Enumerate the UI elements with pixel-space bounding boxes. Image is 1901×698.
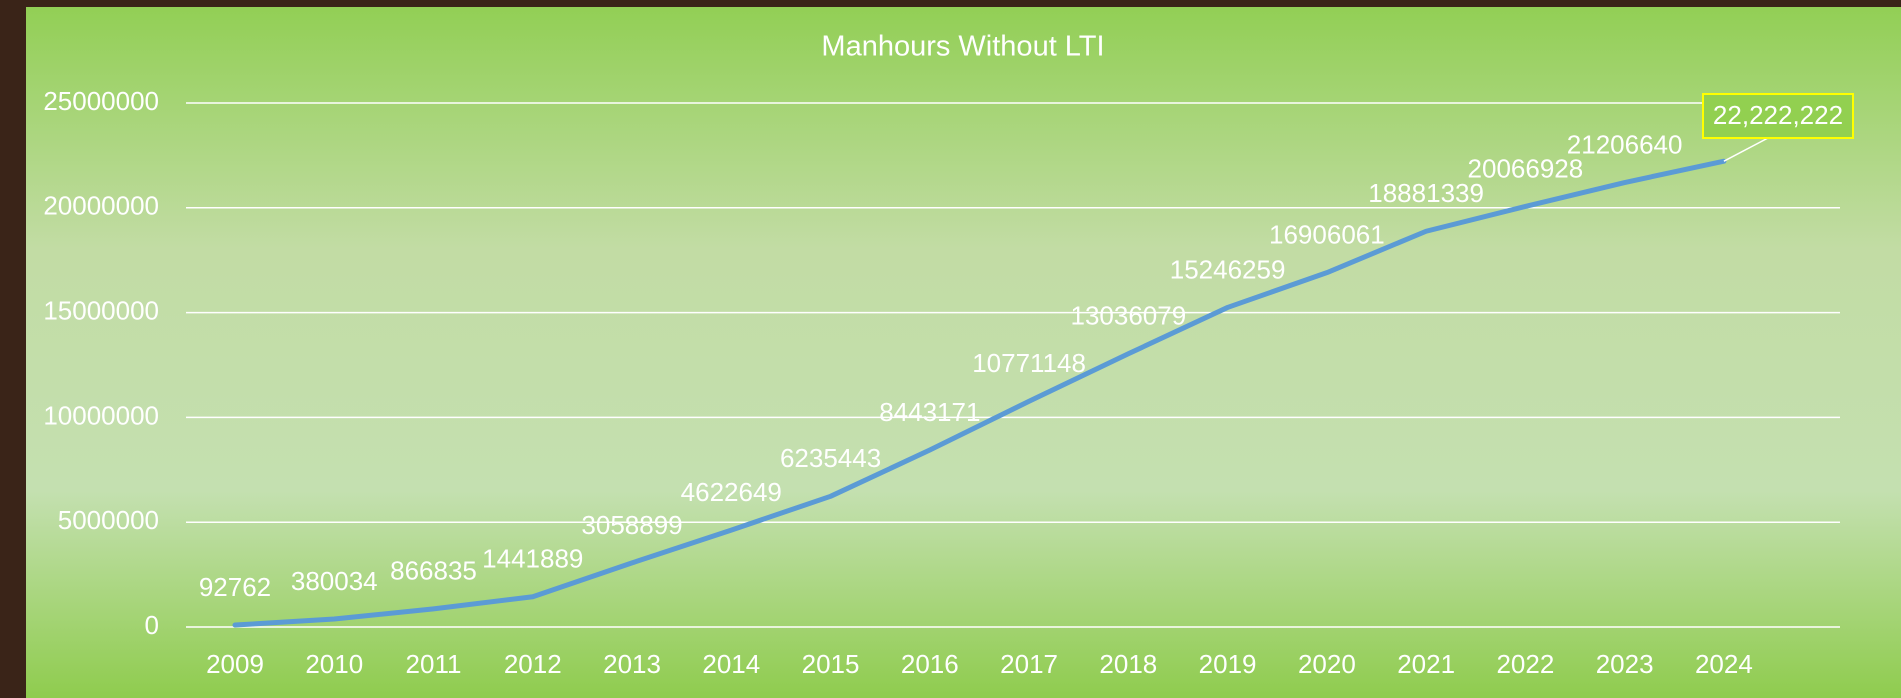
data-label: 866835 [390, 556, 477, 586]
y-tick-label: 20000000 [43, 191, 159, 221]
y-tick-label: 0 [145, 610, 159, 640]
x-tick-label: 2011 [406, 649, 462, 679]
x-tick-label: 2010 [305, 649, 363, 679]
chart-title: Manhours Without LTI [821, 31, 1104, 63]
data-label: 92762 [199, 572, 271, 602]
x-tick-label: 2009 [206, 649, 264, 679]
x-tick-label: 2012 [504, 649, 562, 679]
x-tick-label: 2020 [1298, 649, 1356, 679]
y-tick-label: 15000000 [43, 295, 159, 325]
data-label: 10771148 [972, 348, 1086, 378]
y-tick-label: 5000000 [58, 505, 159, 535]
x-tick-label: 2023 [1596, 649, 1654, 679]
y-tick-label: 10000000 [43, 400, 159, 430]
x-tick-label: 2024 [1695, 649, 1753, 679]
x-tick-label: 2015 [802, 649, 860, 679]
data-label: 13036079 [1070, 301, 1186, 331]
x-tick-label: 2019 [1199, 649, 1257, 679]
data-label: 16906061 [1269, 220, 1385, 250]
x-tick-label: 2022 [1496, 649, 1554, 679]
x-tick-label: 2021 [1397, 649, 1455, 679]
data-label: 15246259 [1170, 254, 1286, 284]
data-label: 21206640 [1567, 129, 1683, 159]
chart: Manhours Without LTI 0 5000000 10000000 150… [0, 0, 1901, 698]
data-label: 22,222,222 [1713, 100, 1843, 130]
data-label: 3058899 [581, 510, 682, 540]
x-tick-label: 2017 [1000, 649, 1058, 679]
y-tick-label: 25000000 [43, 86, 159, 116]
data-label: 8443171 [879, 397, 980, 427]
data-label: 380034 [291, 566, 378, 596]
x-tick-label: 2016 [901, 649, 959, 679]
x-tick-label: 2014 [702, 649, 760, 679]
data-label: 4622649 [681, 477, 782, 507]
data-label: 6235443 [780, 443, 881, 473]
data-label: 1441889 [482, 544, 583, 574]
x-tick-label: 2013 [603, 649, 661, 679]
x-tick-label: 2018 [1099, 649, 1157, 679]
